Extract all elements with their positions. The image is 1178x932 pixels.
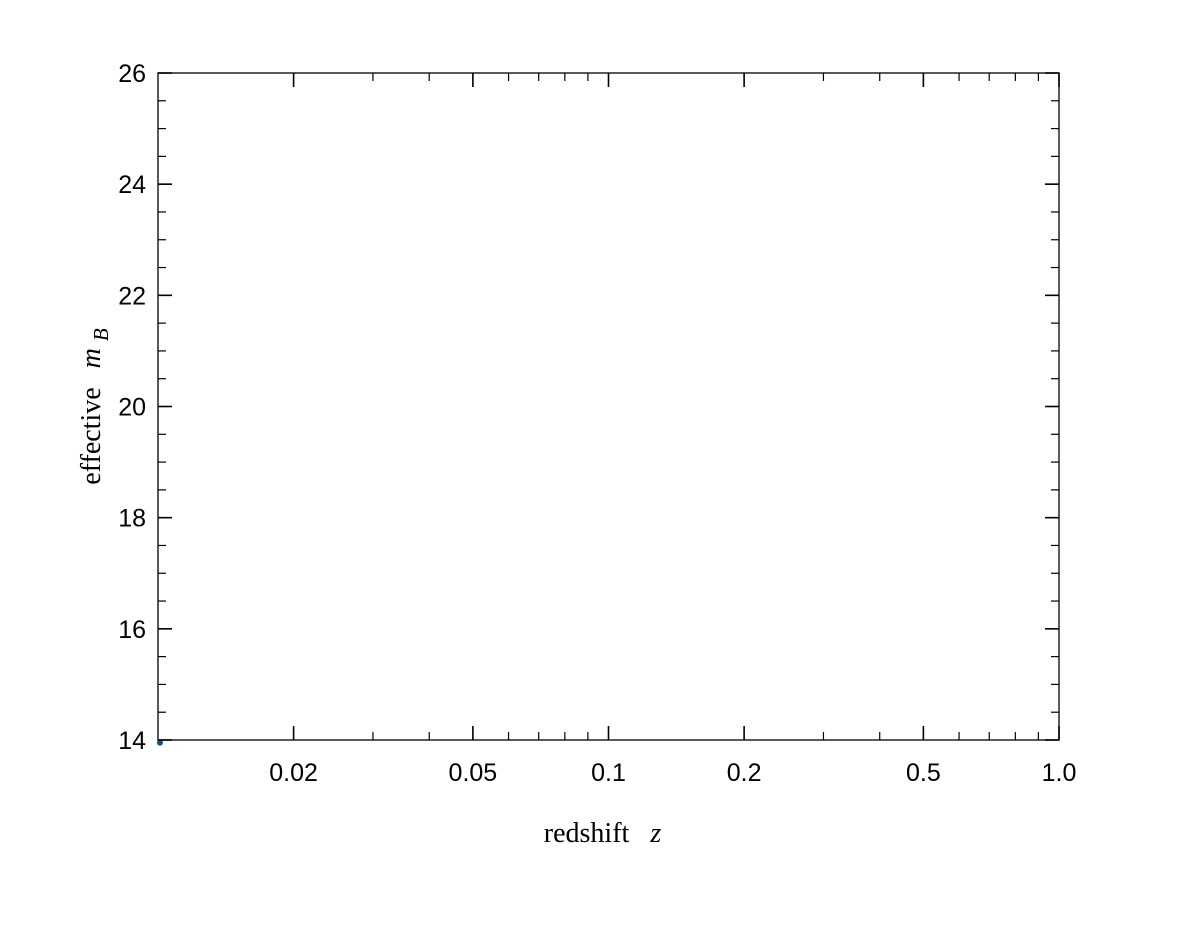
- x-axis-title-text: redshift: [544, 818, 630, 849]
- x-tick-label: 1.0: [1042, 759, 1077, 787]
- y-tick-label: 24: [118, 171, 146, 199]
- x-tick-label: 0.05: [449, 759, 498, 787]
- y-axis-title-text: effective: [76, 387, 107, 484]
- x-tick-label: 0.1: [591, 759, 626, 787]
- x-tick-labels: 0.02 0.05 0.1 0.2 0.5 1.0: [269, 759, 1076, 787]
- y-tick-label: 16: [118, 616, 146, 644]
- y-tick-label: 18: [118, 505, 146, 533]
- data-points: [156, 739, 163, 746]
- x-tick-label: 0.5: [906, 759, 941, 787]
- y-tick-label: 26: [118, 60, 146, 88]
- y-tick-label: 20: [118, 394, 146, 422]
- y-tick-labels: 14 16 18 20 22 24 26: [118, 60, 146, 755]
- minor-ticks: [158, 73, 1059, 740]
- y-axis-title-symbol: m: [76, 348, 107, 368]
- x-tick-label: 0.2: [727, 759, 762, 787]
- y-tick-label: 22: [118, 282, 146, 310]
- x-axis-title-symbol: z: [649, 818, 661, 849]
- y-axis-title-subscript: B: [89, 328, 113, 341]
- plot-frame: [157, 72, 1060, 741]
- x-axis-title: redshift z: [544, 818, 662, 849]
- data-point: [156, 739, 163, 746]
- y-axis-title: effective m B: [76, 328, 113, 485]
- x-tick-label: 0.02: [269, 759, 318, 787]
- y-tick-label: 14: [118, 727, 146, 755]
